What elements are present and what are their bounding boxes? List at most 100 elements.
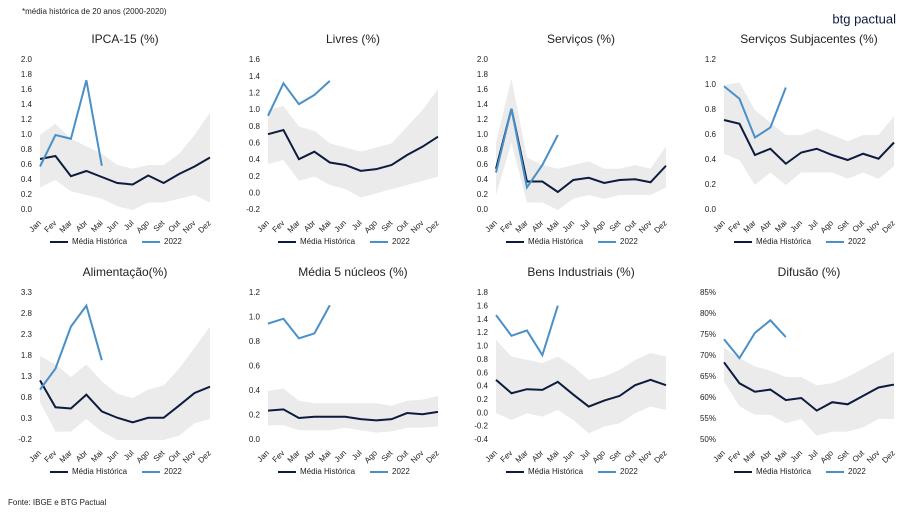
legend-label: Média Histórica (528, 467, 584, 476)
y-tick-label: 0.0 (249, 188, 261, 197)
y-tick-label: 1.4 (477, 100, 489, 109)
y-tick-label: 0.4 (249, 155, 261, 164)
x-tick-label: Ago (363, 218, 380, 235)
y-tick-label: 0.2 (477, 190, 489, 199)
y-tick-label: 65% (700, 372, 716, 381)
x-tick-label: Out (395, 218, 411, 234)
y-tick-label: 1.4 (249, 72, 261, 81)
x-tick-label: Mar (58, 448, 74, 464)
y-tick-label: 1.3 (21, 372, 33, 381)
legend-label: 2022 (848, 467, 866, 476)
y-tick-label: 2.0 (477, 55, 489, 64)
x-tick-label: Jun (105, 219, 120, 234)
x-tick-label: Jun (105, 449, 120, 464)
x-tick-label: Abr (758, 218, 773, 233)
x-tick-label: Nov (181, 449, 197, 465)
x-tick-label: Dez (880, 219, 896, 235)
legend-label: Média Histórica (756, 467, 812, 476)
y-tick-label: 0.2 (249, 172, 261, 181)
x-tick-label: Jan (483, 449, 498, 464)
x-tick-label: Jan (711, 219, 726, 234)
y-tick-label: 0.0 (477, 408, 489, 417)
y-tick-label: 0.8 (21, 393, 33, 402)
y-tick-label: 2.0 (21, 55, 33, 64)
x-tick-label: Jan (255, 219, 270, 234)
y-tick-label: 0.3 (21, 414, 33, 423)
series-line (267, 80, 331, 117)
y-tick-label: -0.2 (246, 205, 260, 214)
x-tick-label: Jan (483, 219, 498, 234)
y-tick-label: 1.0 (21, 130, 33, 139)
x-tick-label: Mar (514, 448, 530, 464)
y-tick-label: 0.4 (249, 386, 261, 395)
x-tick-label: Nov (865, 449, 881, 465)
x-tick-label: Mai (89, 448, 105, 464)
x-tick-label: Set (608, 218, 623, 233)
series-line (495, 108, 559, 191)
y-tick-label: 1.2 (705, 55, 717, 64)
x-tick-label: Jul (122, 448, 136, 462)
x-tick-label: Dez (880, 449, 896, 465)
y-tick-label: -0.4 (474, 435, 488, 444)
x-tick-label: Nov (637, 449, 653, 465)
x-tick-label: Out (851, 448, 867, 464)
x-tick-label: Set (380, 218, 395, 233)
x-tick-label: Mai (317, 448, 333, 464)
y-tick-label: 1.6 (477, 301, 489, 310)
y-tick-label: 0.4 (21, 175, 33, 184)
x-tick-label: Jun (561, 449, 576, 464)
x-tick-label: Dez (196, 219, 212, 235)
y-tick-label: 0.0 (21, 205, 33, 214)
series-line (39, 303, 103, 391)
x-tick-label: Abr (530, 448, 545, 463)
y-tick-label: 0.2 (477, 395, 489, 404)
legend-label: 2022 (392, 237, 410, 246)
y-tick-label: 2.3 (21, 330, 33, 339)
legend-label: Média Histórica (72, 237, 128, 246)
y-tick-label: 0.6 (477, 368, 489, 377)
y-tick-label: 0.6 (705, 130, 717, 139)
y-tick-label: 2.8 (21, 309, 33, 318)
y-tick-label: 0.0 (477, 205, 489, 214)
y-tick-label: 1.0 (705, 80, 717, 89)
x-tick-label: Jan (27, 449, 42, 464)
y-tick-label: 0.6 (21, 160, 33, 169)
y-tick-label: -0.2 (18, 435, 32, 444)
logo: btg pactual (832, 11, 896, 26)
x-tick-label: Dez (652, 449, 668, 465)
x-tick-label: Abr (74, 448, 89, 463)
x-tick-label: Fev (499, 449, 515, 465)
y-tick-label: 1.8 (477, 288, 489, 297)
x-tick-label: Fev (43, 219, 59, 235)
chart-title: Média 5 núcleos (%) (298, 265, 407, 279)
y-tick-label: 1.2 (249, 288, 261, 297)
y-tick-label: 55% (700, 414, 716, 423)
y-tick-label: 1.0 (249, 313, 261, 322)
y-tick-label: 60% (700, 393, 716, 402)
x-tick-label: Set (152, 448, 167, 463)
y-tick-label: 1.6 (21, 85, 33, 94)
y-tick-label: 0.8 (249, 122, 261, 131)
x-tick-label: Ago (591, 218, 608, 235)
y-tick-label: 0.2 (21, 190, 33, 199)
y-tick-label: 70% (700, 351, 716, 360)
note: *média histórica de 20 anos (2000-2020) (22, 7, 167, 16)
chart-title: Livres (%) (326, 32, 380, 46)
range-band (268, 89, 438, 198)
x-tick-label: Abr (302, 218, 317, 233)
series-line (39, 154, 211, 186)
range-band (40, 112, 210, 210)
x-tick-label: Set (836, 218, 851, 233)
x-tick-label: Out (167, 448, 183, 464)
x-tick-label: Jan (711, 449, 726, 464)
x-tick-label: Jun (561, 219, 576, 234)
x-tick-label: Fev (271, 449, 287, 465)
y-tick-label: 80% (700, 309, 716, 318)
x-tick-label: Ago (363, 448, 380, 465)
x-tick-label: Jan (27, 219, 42, 234)
range-band (496, 78, 666, 210)
x-tick-label: Abr (302, 448, 317, 463)
series-line (495, 305, 559, 358)
y-tick-label: 0.6 (249, 362, 261, 371)
x-tick-label: Mai (317, 218, 333, 234)
